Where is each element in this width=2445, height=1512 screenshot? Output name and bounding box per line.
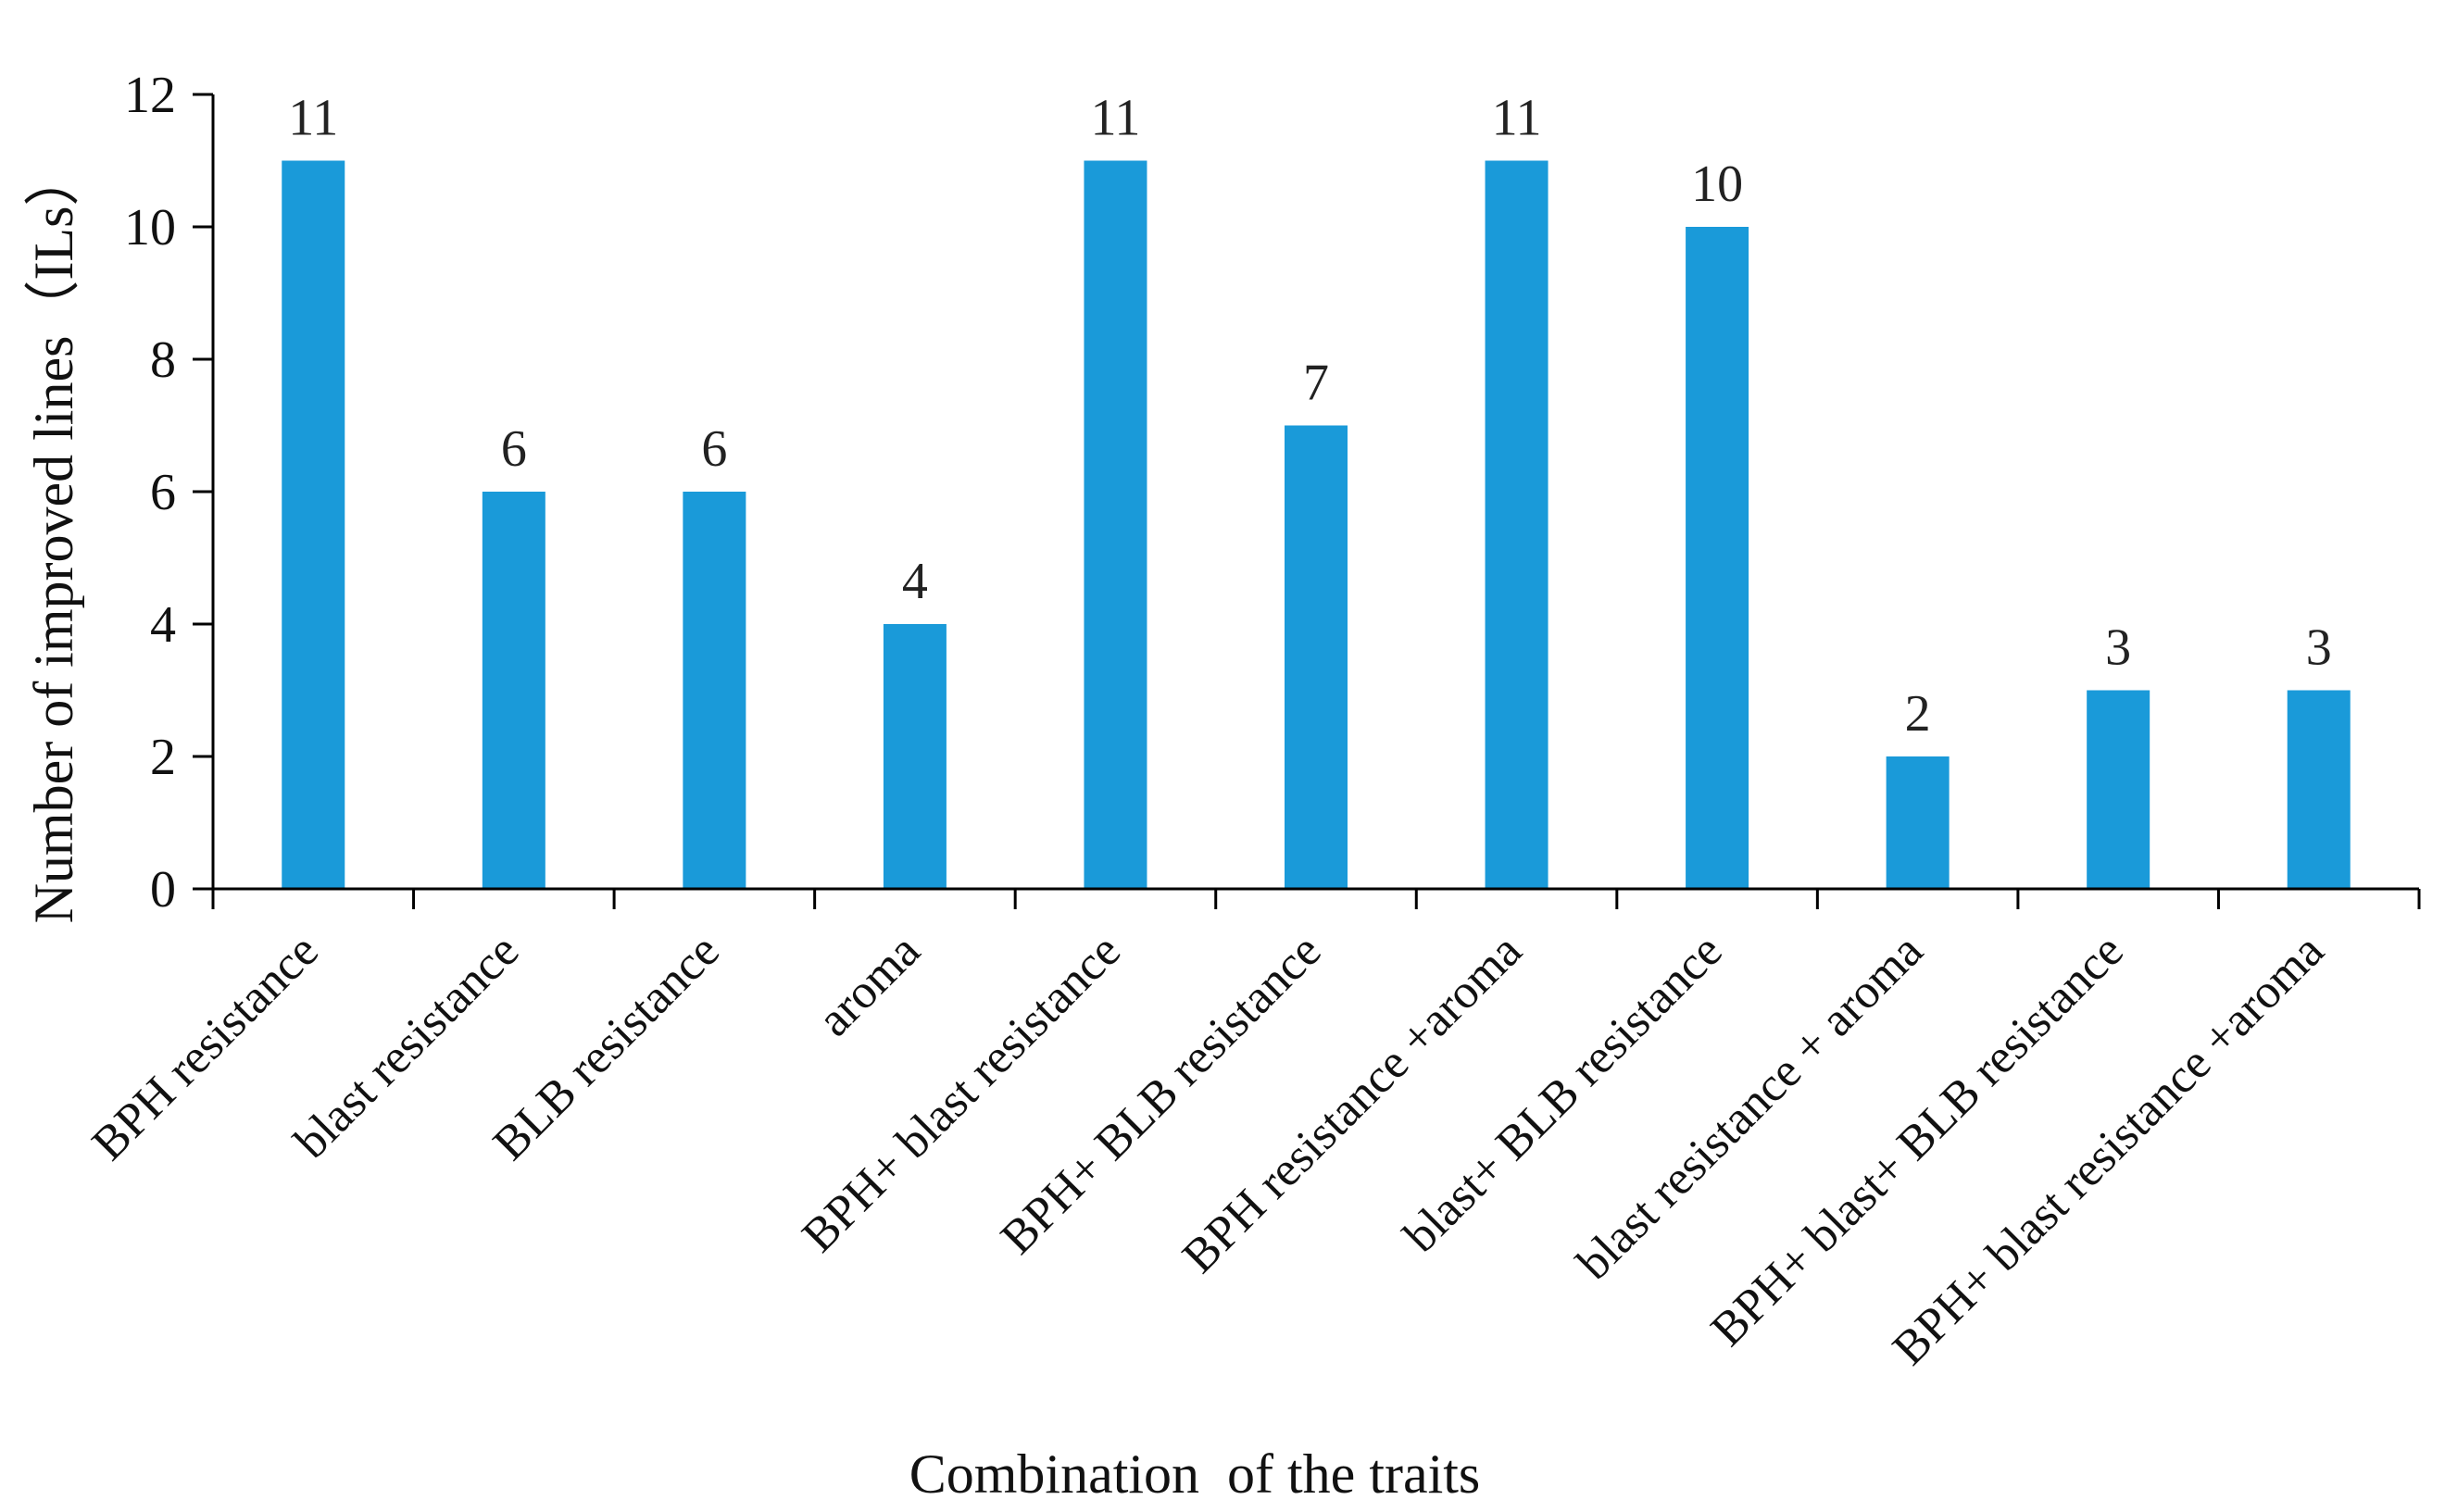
y-tick-label: 8: [150, 331, 176, 389]
bar: [883, 624, 947, 889]
bar: [1886, 756, 1950, 889]
data-label: 11: [1492, 90, 1542, 147]
data-label: 7: [1303, 355, 1329, 412]
data-label: 6: [501, 420, 527, 478]
category-label: BPH+ blast+ BLB resistance: [1701, 924, 2134, 1356]
y-tick-label: 10: [124, 199, 176, 256]
category-label: blast resistance + aroma: [1567, 924, 1933, 1290]
ticks-layer: [193, 93, 2421, 909]
data-label: 6: [701, 420, 727, 478]
y-tick-label: 2: [150, 729, 176, 786]
category-label: BPH resistance +aroma: [1172, 924, 1532, 1283]
data-label: 11: [288, 90, 338, 147]
data-label: 3: [2306, 619, 2332, 677]
category-label: BPH+ blast resistance +aroma: [1883, 924, 2334, 1375]
category-label: aroma: [808, 924, 930, 1046]
x-axis-title: Combination of the traits: [909, 1443, 1481, 1505]
y-tick-label: 0: [150, 861, 176, 918]
bar: [1485, 160, 1548, 889]
y-tick-label: 12: [124, 67, 176, 124]
bar: [2087, 690, 2150, 889]
data-label: 4: [902, 553, 928, 610]
data-label: 3: [2105, 619, 2131, 677]
bar: [1084, 160, 1147, 889]
data-label: 2: [1905, 685, 1931, 743]
y-axis-title: Number of improved lines（ILs）: [23, 151, 84, 924]
y-tick-label: 4: [150, 596, 176, 654]
data-label: 10: [1691, 156, 1743, 213]
bar: [1285, 425, 1348, 889]
data-label: 11: [1090, 90, 1140, 147]
bar: [282, 160, 345, 889]
bar: [1686, 227, 1749, 889]
bar: [2287, 690, 2351, 889]
bar: [482, 492, 545, 889]
y-tick-label: 6: [150, 464, 176, 521]
bars-layer: [282, 160, 2351, 889]
bar: [683, 492, 746, 889]
